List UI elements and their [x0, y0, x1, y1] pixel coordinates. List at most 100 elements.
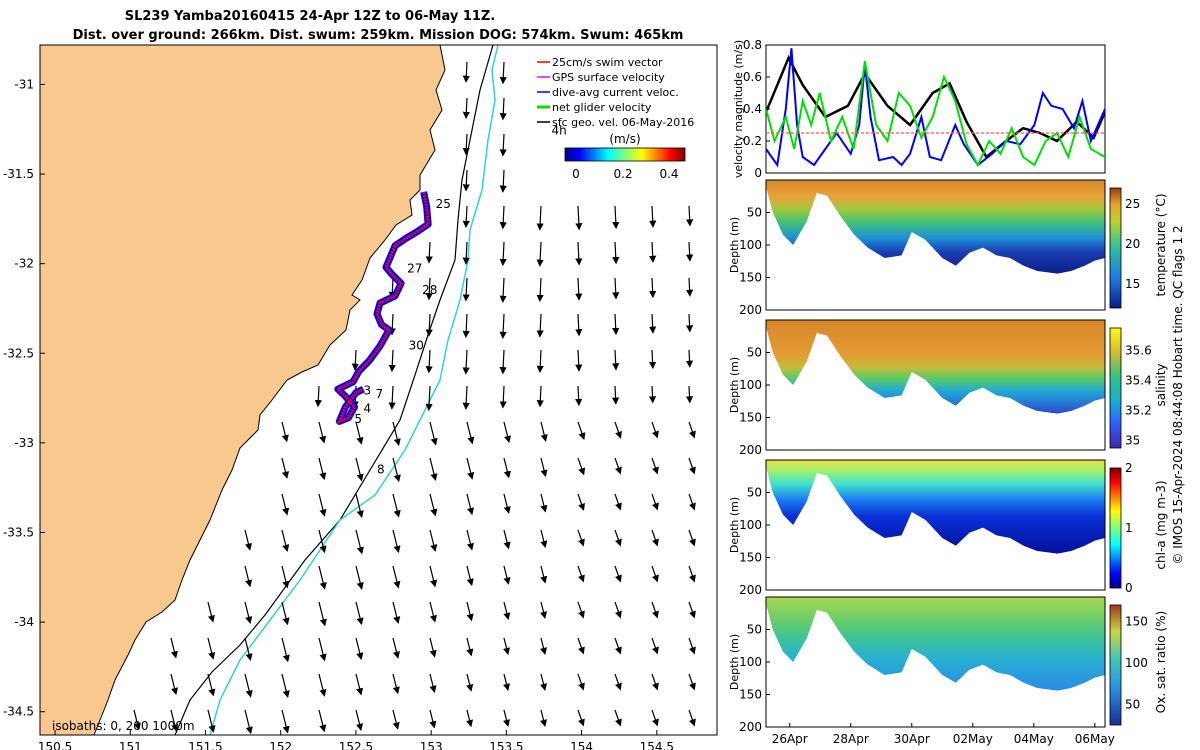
velocity-arrow	[429, 673, 437, 693]
depth-tick-label: 150	[739, 551, 762, 565]
velocity-arrow	[318, 529, 327, 554]
map-x-tick-label: 154.5	[640, 740, 674, 750]
velocity-y-tick-label: 0.8	[743, 38, 762, 52]
velocity-arrow	[614, 565, 622, 583]
velocity-arrow	[536, 385, 544, 408]
chl-a-section: 50 100 150 200 Depth (m) 0 1 2 chl-a (mg m-3)	[728, 459, 1168, 597]
section-colorbar	[1109, 327, 1122, 449]
velocity-arrow	[540, 565, 548, 584]
velocity-arrow	[425, 349, 433, 374]
velocity-arrow	[611, 385, 620, 405]
velocity-arrow	[614, 709, 622, 727]
depth-tick-label: 150	[739, 271, 762, 285]
depth-tick-label: 200	[739, 303, 762, 317]
velocity-arrow	[575, 241, 583, 266]
velocity-arrow	[651, 637, 659, 655]
velocity-arrow	[388, 385, 396, 410]
velocity-arrow	[392, 565, 401, 589]
day-label: 4	[363, 401, 371, 415]
velocity-arrow	[462, 133, 470, 156]
velocity-arrow	[651, 601, 659, 619]
velocity-arrow	[466, 529, 474, 551]
velocity-arrow	[649, 349, 657, 370]
day-label: 7	[375, 387, 383, 401]
velocity-arrow	[281, 493, 290, 516]
depth-tick-label: 100	[739, 655, 762, 669]
day-label: 28	[422, 283, 437, 297]
velocity-arrow	[540, 493, 548, 513]
velocity-arrow	[503, 637, 511, 656]
velocity-arrow	[392, 421, 401, 447]
colorbar-tick-label: 25	[1125, 197, 1140, 211]
velocity-arrow	[649, 277, 657, 299]
velocity-arrow	[503, 421, 512, 444]
velocity-arrow	[355, 673, 364, 696]
velocity-arrow	[314, 385, 322, 408]
velocity-arrow	[612, 205, 620, 230]
velocity-arrow	[318, 493, 327, 517]
velocity-series	[766, 48, 1105, 168]
velocity-arrow	[577, 601, 585, 619]
velocity-arrow	[536, 205, 544, 231]
velocity-arrow	[466, 565, 474, 587]
velocity-arrow	[649, 205, 657, 228]
velocity-arrow	[651, 529, 659, 547]
velocity-arrow	[614, 421, 622, 439]
velocity-arrow	[612, 349, 620, 371]
colorbar-tick-label: 100	[1125, 656, 1148, 670]
velocity-arrow	[686, 241, 694, 262]
isobath-1000m	[209, 45, 499, 735]
velocity-arrow	[648, 385, 657, 404]
day-label: 5	[354, 412, 362, 426]
velocity-arrow	[466, 673, 474, 692]
velocity-arrow	[466, 457, 475, 480]
velocity-arrow	[462, 385, 470, 410]
colorbar-tick-label: 2	[1125, 461, 1133, 475]
velocity-arrow	[499, 385, 507, 409]
depth-axis-label: Depth (m)	[728, 634, 741, 690]
velocity-arrow	[170, 637, 178, 659]
depth-tick-label: 200	[739, 720, 762, 734]
velocity-arrow	[462, 277, 470, 302]
velocity-arrow	[318, 637, 327, 662]
velocity-arrow	[355, 529, 364, 555]
oxygen-section: 50 100 150 200 Depth (m) 50 100 150 Ox. sat. rat…	[728, 596, 1168, 746]
velocity-arrow	[425, 385, 433, 412]
depth-tick-label: 100	[739, 518, 762, 532]
colorbar-label: temperature (°C)	[1154, 194, 1168, 297]
velocity-arrow	[688, 493, 696, 511]
velocity-arrow	[575, 277, 583, 301]
colorbar-label: salinity	[1154, 363, 1168, 406]
velocity-arrow	[614, 529, 622, 547]
velocity-arrow	[466, 421, 475, 445]
velocity-arrow	[207, 637, 216, 660]
salinity-section: 50 100 150 200 Depth (m) 35 35.2 35.4 35.6salini…	[728, 319, 1168, 457]
day-label: 8	[377, 462, 385, 476]
velocity-arrow	[318, 601, 327, 627]
velocity-arrow	[462, 241, 470, 265]
velocity-arrow	[392, 493, 401, 518]
day-label: 4h	[552, 124, 567, 138]
velocity-arrow	[651, 493, 659, 511]
velocity-arrow	[318, 709, 327, 733]
velocity-arrow	[499, 241, 507, 267]
track-line	[335, 191, 430, 425]
colorbar-label: Ox. sat. ratio (%)	[1154, 611, 1168, 713]
velocity-arrow	[355, 421, 364, 445]
time-tick-label: 04May	[1014, 732, 1054, 746]
colorbar-tick-label: 35.4	[1125, 374, 1152, 388]
colorbar-tick-label: 35.2	[1125, 404, 1152, 418]
velocity-arrow	[207, 673, 216, 697]
velocity-arrow	[577, 493, 585, 511]
speed-colorbar-tick-0: 0	[572, 167, 580, 181]
velocity-y-tick-label: 0.2	[743, 134, 762, 148]
velocity-arrow	[577, 529, 585, 547]
map-x-tick-label: 152.5	[339, 740, 373, 750]
depth-tick-label: 200	[739, 583, 762, 597]
velocity-arrow	[540, 709, 547, 727]
velocity-arrow	[425, 313, 433, 337]
velocity-arrow	[536, 313, 544, 338]
section-field	[766, 460, 1105, 554]
velocity-arrow	[685, 313, 694, 333]
